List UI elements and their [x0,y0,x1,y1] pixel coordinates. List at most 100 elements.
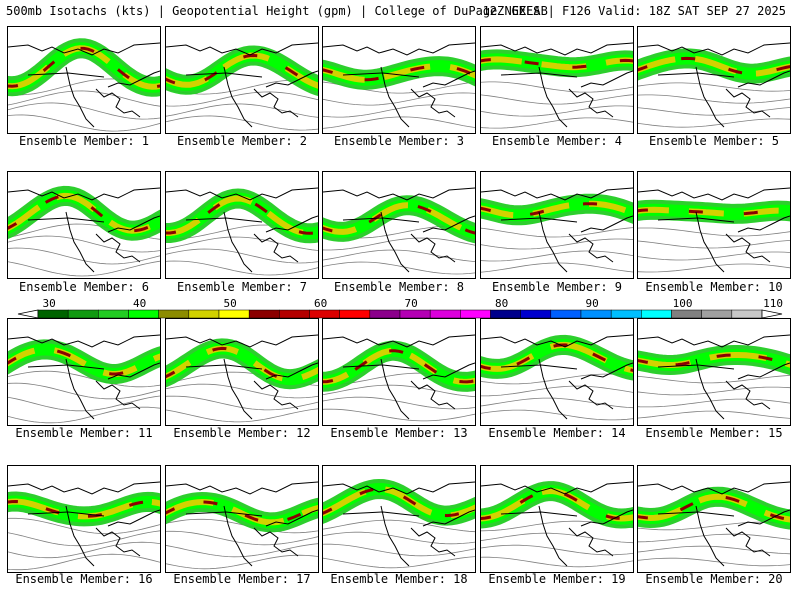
coastline [638,481,790,567]
map-canvas [8,481,160,571]
height-contour [481,409,633,421]
height-contour [166,408,318,423]
jet-max [481,343,633,372]
height-contour [638,410,790,419]
height-contour [638,227,790,237]
ensemble-member-label: Ensemble Member: 5 [648,134,780,148]
colorbar-swatch [248,309,280,319]
colorbar-swatch [128,309,159,319]
isotach-band-60kt [638,493,790,523]
height-contour [481,250,633,262]
height-contour [481,81,633,93]
coastline [638,42,790,128]
ensemble-member-label: Ensemble Member: 4 [491,134,623,148]
coastline [8,334,160,420]
ensemble-member-panel [637,26,791,134]
coastline [8,187,160,273]
coastline [323,187,475,273]
height-contour [481,117,633,129]
height-contour [323,261,475,275]
colorbar-swatch [731,309,763,319]
height-contour [481,556,633,568]
colorbar-swatch [580,309,612,319]
map-canvas [166,334,318,423]
colorbar-high-arrow [761,309,783,319]
height-contour [8,553,160,571]
colorbar-tick-label: 110 [763,297,783,310]
height-contour [166,260,318,276]
ensemble-member-panel [165,465,319,573]
map-canvas [166,42,318,131]
coastline [481,187,633,273]
height-contour [8,406,160,424]
height-contour [481,105,633,117]
jet-max [166,53,318,88]
height-contour [638,263,790,273]
height-contour [481,385,633,397]
map-canvas [481,481,633,568]
jet-max [323,487,475,518]
colorbar-swatch [460,309,491,319]
height-contour [8,541,160,559]
ensemble-member-label: Ensemble Member: 1 [18,134,150,148]
height-contour [481,94,633,105]
jet-max [481,489,633,521]
colorbar-tick-label: 40 [133,297,146,310]
map-canvas [481,187,633,273]
ensemble-member-panel [165,171,319,279]
height-contour [166,395,318,411]
isotach-band-60kt [323,202,475,237]
height-contour [638,107,790,116]
ensemble-member-label: Ensemble Member: 17 [173,572,311,586]
ensemble-member-label: Ensemble Member: 2 [176,134,308,148]
ensemble-member-panel [165,26,319,134]
height-contour [8,247,160,265]
ensemble-member-label: Ensemble Member: 13 [330,426,468,440]
ensemble-member-label: Ensemble Member: 18 [330,572,468,586]
colorbar-swatch [610,309,642,319]
isotach-band-60kt [638,55,790,77]
height-contour [323,396,475,410]
height-contour [166,554,318,570]
colorbar-swatch [158,309,190,319]
height-contour [323,519,475,533]
map-canvas [481,334,633,421]
height-contour [166,248,318,264]
height-contour [323,104,475,118]
height-contour [481,262,633,273]
height-contour [166,383,318,399]
ensemble-member-panel [637,465,791,573]
run-valid-time: 12Z GEFS | F126 Valid: 18Z SAT SEP 27 20… [482,4,786,18]
coastline [166,187,318,273]
height-contour [638,386,790,396]
colorbar-swatch [98,309,129,319]
ensemble-member-label: Ensemble Member: 14 [488,426,626,440]
isotach-band-60kt [166,345,318,383]
coastline [323,481,475,567]
colorbar-swatch [490,309,521,319]
map-canvas [638,481,790,567]
coastline [481,481,633,567]
colorbar-tick-label: 30 [42,297,55,310]
map-canvas [323,478,475,569]
colorbar-swatch [369,309,401,319]
height-contour [638,375,790,384]
map-canvas [638,334,790,420]
ensemble-member-label: Ensemble Member: 19 [488,572,626,586]
coastline [323,42,475,128]
colorbar-swatch [671,309,702,319]
jet-max [8,499,160,518]
height-contour [8,370,160,388]
jet-max [638,353,790,367]
ensemble-member-panel [322,465,476,573]
colorbar-swatch [188,309,220,319]
height-contour [481,373,633,385]
isotach-band-60kt [638,352,790,369]
height-contour [8,235,160,253]
isotach-band-60kt [638,206,790,217]
isotach-band-60kt [323,347,475,385]
ensemble-member-panel [7,171,161,279]
height-contour [638,82,790,92]
height-contour [323,531,475,545]
jet-max [8,194,160,233]
